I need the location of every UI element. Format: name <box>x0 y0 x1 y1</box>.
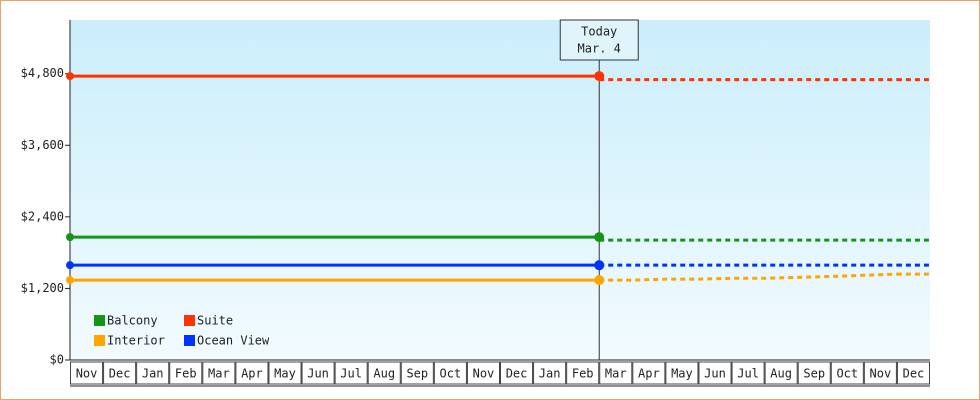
x-tick-label: Jun <box>307 367 329 381</box>
x-cell <box>334 361 368 385</box>
x-cell <box>698 361 732 385</box>
y-tick-label: $0 <box>50 353 64 367</box>
y-tick-label: $1,200 <box>21 281 64 295</box>
x-tick-label: Feb <box>175 367 197 381</box>
x-tick-label: Nov <box>473 367 495 381</box>
y-tick-label: $4,800 <box>21 66 64 80</box>
x-tick-label: Dec <box>506 367 528 381</box>
x-cell <box>830 361 864 385</box>
x-cell <box>136 361 170 385</box>
x-tick-label: Nov <box>76 367 98 381</box>
x-cell <box>599 361 633 385</box>
x-tick-label: Oct <box>440 367 462 381</box>
x-tick-label: Oct <box>836 367 858 381</box>
y-tick-label: $2,400 <box>21 209 64 223</box>
point <box>66 276 74 285</box>
x-cell <box>533 361 567 385</box>
x-tick-label: Aug <box>770 367 792 381</box>
point <box>66 72 74 81</box>
x-cell <box>896 361 931 385</box>
x-tick-label: Jul <box>340 367 362 381</box>
x-tick-label: Apr <box>241 367 263 381</box>
x-tick-label: Jun <box>704 367 726 381</box>
x-tick-label: Apr <box>638 367 660 381</box>
x-tick-label: Sep <box>406 367 428 381</box>
x-cell <box>70 361 104 385</box>
legend-label: Interior <box>107 334 165 348</box>
x-cell <box>103 361 137 385</box>
x-cell <box>863 361 897 385</box>
x-cell <box>367 361 401 385</box>
x-cell <box>731 361 765 385</box>
legend-swatch <box>184 315 195 326</box>
legend-label: Suite <box>197 314 233 328</box>
x-cell <box>797 361 831 385</box>
today-date: Mar. 4 <box>578 42 621 56</box>
x-tick-label: Sep <box>803 367 825 381</box>
today-box <box>559 19 639 61</box>
x-cell <box>566 361 600 385</box>
legend-swatch <box>94 335 105 346</box>
x-tick-label: May <box>671 367 693 381</box>
x-tick-label: Mar <box>605 367 627 381</box>
x-cell <box>169 361 203 385</box>
today-label: Today <box>581 25 617 39</box>
legend-label: Balcony <box>107 314 158 328</box>
point <box>66 261 74 270</box>
x-cell <box>235 361 269 385</box>
x-cell <box>500 361 534 385</box>
x-tick-label: Jul <box>737 367 759 381</box>
x-cell <box>632 361 666 385</box>
x-tick-label: Jan <box>142 367 164 381</box>
x-cell <box>764 361 798 385</box>
x-cell <box>202 361 236 385</box>
point <box>66 233 74 242</box>
x-tick-label: Jan <box>539 367 561 381</box>
legend-swatch <box>94 315 105 326</box>
x-tick-label: Dec <box>903 367 925 381</box>
plot-area <box>70 20 930 360</box>
y-tick-label: $3,600 <box>21 138 64 152</box>
x-cell <box>665 361 699 385</box>
x-tick-label: Aug <box>373 367 395 381</box>
forecast-line <box>599 272 897 282</box>
x-cell <box>301 361 335 385</box>
x-cell <box>268 361 302 385</box>
x-cell <box>466 361 500 385</box>
x-tick-label: May <box>274 367 296 381</box>
legend-swatch <box>184 335 195 346</box>
x-tick-label: Nov <box>870 367 892 381</box>
legend-label: Ocean View <box>197 334 270 348</box>
x-tick-label: Dec <box>109 367 131 381</box>
x-tick-label: Feb <box>572 367 594 381</box>
x-cell <box>433 361 467 385</box>
x-tick-label: Mar <box>208 367 230 381</box>
x-cell <box>400 361 434 385</box>
